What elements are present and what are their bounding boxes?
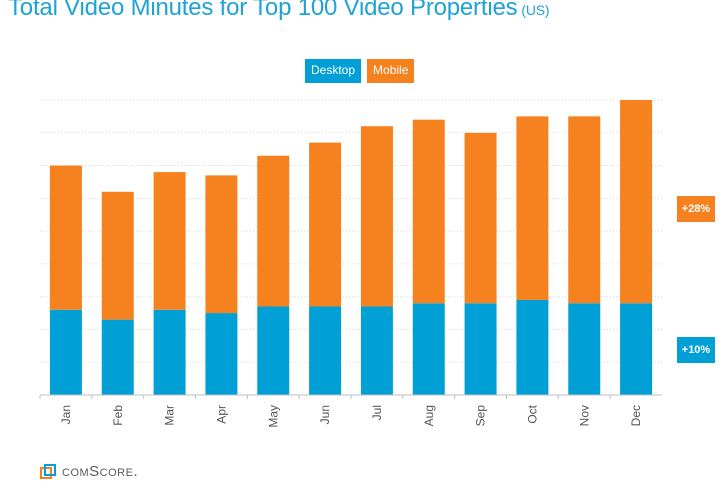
bar-desktop-may	[257, 306, 290, 395]
bar-mobile-jan	[49, 165, 82, 310]
comscore-logo: comScore.	[40, 463, 138, 480]
bar-mobile-feb	[101, 191, 134, 320]
x-tick-label-aug: Aug	[422, 405, 436, 426]
x-tick-label-may: May	[266, 405, 280, 428]
bar-desktop-aug	[412, 303, 445, 395]
bar-desktop-jul	[360, 306, 393, 395]
legend: Desktop Mobile	[305, 59, 415, 83]
bar-mobile-aug	[412, 119, 445, 304]
chart-title-main: Total Video Minutes for Top 100 Video Pr…	[8, 0, 518, 21]
bar-desktop-sep	[464, 303, 497, 395]
x-tick-label-jun: Jun	[318, 405, 332, 424]
x-tick-label-oct: Oct	[525, 404, 539, 423]
comscore-mark-icon	[40, 463, 56, 479]
x-tick-label-jul: Jul	[370, 405, 384, 420]
bar-desktop-mar	[153, 309, 186, 395]
bar-mobile-jun	[309, 142, 342, 307]
x-tick-label-dec: Dec	[629, 405, 643, 426]
x-tick-label-jan: Jan	[59, 405, 73, 424]
mobile-growth-badge: +28%	[677, 196, 715, 222]
bar-mobile-sep	[464, 132, 497, 304]
bar-desktop-apr	[205, 313, 238, 395]
legend-desktop: Desktop	[305, 59, 362, 83]
x-tick-label-apr: Apr	[214, 405, 228, 424]
bar-desktop-nov	[568, 303, 601, 395]
desktop-growth-badge: +10%	[677, 337, 715, 363]
bar-mobile-mar	[153, 172, 186, 310]
bar-mobile-oct	[516, 116, 549, 300]
bar-mobile-dec	[620, 100, 653, 304]
x-tick-label-mar: Mar	[163, 405, 177, 426]
bar-mobile-apr	[205, 175, 238, 314]
x-tick-label-feb: Feb	[111, 405, 125, 426]
chart-title-region: (US)	[521, 2, 550, 18]
bar-desktop-jun	[309, 306, 342, 395]
comscore-logo-text: comScore.	[62, 463, 139, 480]
bar-mobile-may	[257, 155, 290, 307]
legend-mobile: Mobile	[367, 59, 415, 83]
bar-desktop-dec	[620, 303, 653, 395]
bar-desktop-oct	[516, 299, 549, 395]
x-tick-label-nov: Nov	[577, 405, 591, 426]
bar-mobile-jul	[360, 126, 393, 307]
bar-mobile-nov	[568, 116, 601, 304]
x-tick-label-sep: Sep	[474, 405, 488, 427]
bar-desktop-jan	[49, 309, 82, 395]
chart-title: Total Video Minutes for Top 100 Video Pr…	[8, 0, 550, 22]
bar-desktop-feb	[101, 319, 134, 395]
